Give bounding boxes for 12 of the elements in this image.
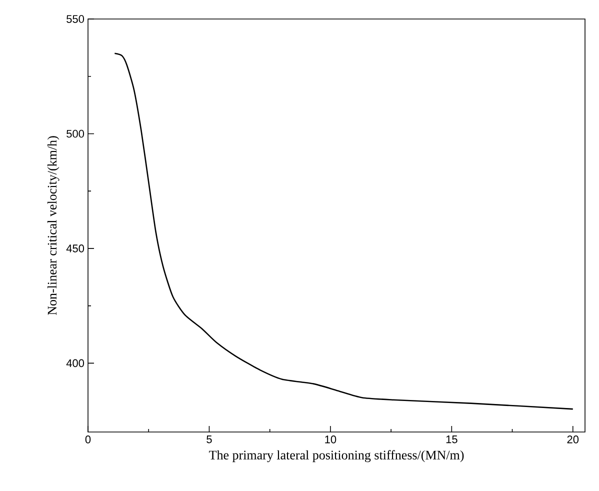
y-tick-label: 400 [66,359,84,368]
x-tick-label: 20 [567,436,579,444]
y-axis-title: Non-linear critical velocity/(km/h) [47,136,60,316]
x-tick-label: 15 [446,436,458,444]
x-axis-title: The primary lateral positioning stiffness/(MN/m) [209,450,464,462]
y-tick-label: 500 [66,130,84,138]
y-tick-label: 450 [66,244,84,252]
y-tick-label: 550 [66,15,84,23]
line-series [114,52,574,410]
x-tick-label: 5 [206,436,212,444]
x-tick-label: 0 [85,436,91,444]
x-tick-label: 10 [325,436,336,444]
